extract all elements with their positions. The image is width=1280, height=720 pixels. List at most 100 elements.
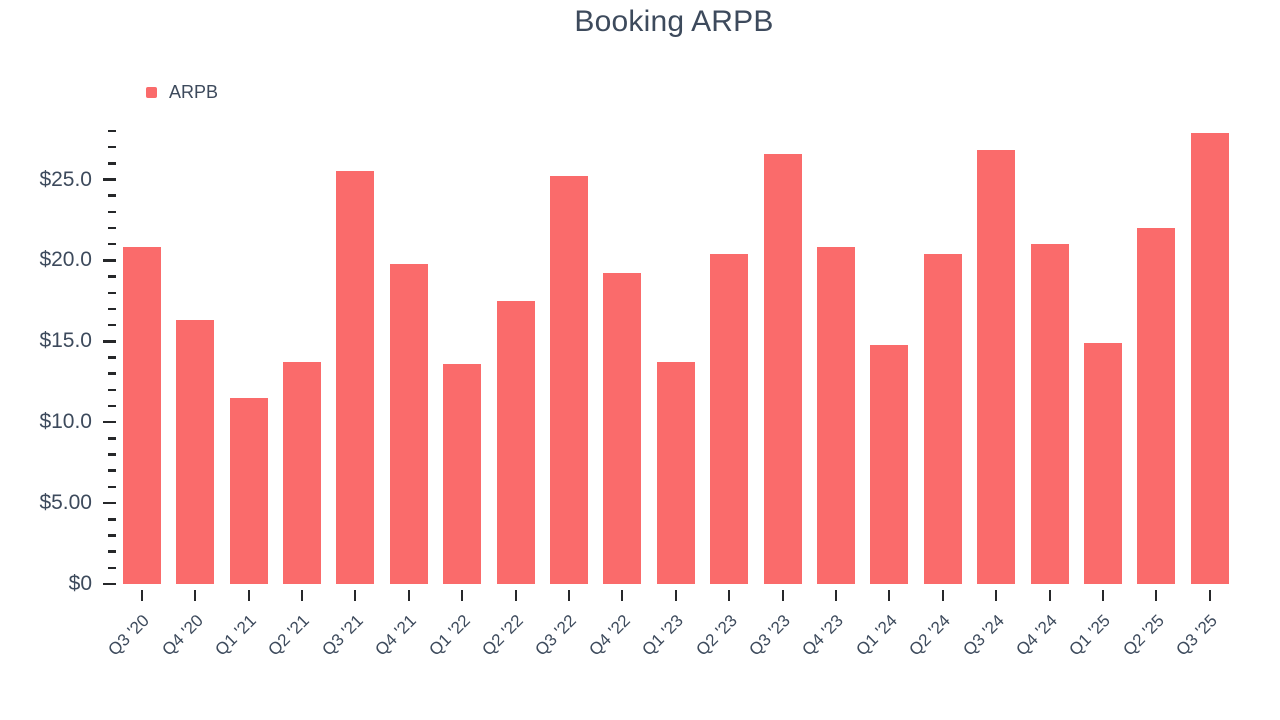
x-axis-tick [941, 590, 944, 601]
x-axis-tick [674, 590, 677, 601]
y-axis-tick-minor [108, 194, 116, 197]
x-axis-label: Q2 '25 [1119, 610, 1168, 660]
chart-title: Booking ARPB [574, 5, 774, 38]
x-axis-label: Q3 '20 [104, 610, 154, 660]
bar [710, 253, 749, 584]
bar [816, 247, 855, 584]
y-axis-tick-minor [108, 275, 116, 278]
x-axis-tick [461, 590, 464, 601]
x-axis-tick [995, 590, 998, 601]
y-axis-tick-minor [108, 372, 116, 375]
y-axis-tick-minor [108, 226, 116, 230]
x-axis-label: Q2 '21 [264, 610, 314, 660]
x-axis-tick [300, 590, 303, 601]
bar [1030, 244, 1069, 584]
y-axis-label: $20.0 [39, 248, 92, 272]
x-axis-label: Q3 '23 [745, 610, 794, 660]
y-axis-tick-minor [108, 210, 116, 214]
x-axis-label: Q3 '25 [1172, 610, 1222, 660]
bar [1083, 342, 1122, 584]
bar [977, 150, 1016, 584]
x-axis-label: Q4 '23 [798, 610, 848, 660]
bar [870, 344, 909, 584]
bar [1137, 228, 1176, 584]
x-axis-label: Q4 '20 [157, 610, 207, 660]
x-axis-tick [194, 590, 197, 601]
y-axis-tick-minor [108, 162, 116, 165]
y-axis-tick-major [102, 582, 116, 586]
bar [549, 176, 588, 584]
y-axis-tick-major [102, 178, 116, 181]
x-axis-tick [354, 590, 357, 601]
y-axis-tick-minor [108, 388, 116, 392]
y-axis-tick-minor [108, 356, 116, 359]
y-axis-tick-major [102, 501, 116, 505]
bar [176, 320, 215, 584]
y-axis-tick-minor [108, 469, 116, 472]
bar [603, 273, 642, 584]
y-axis-tick-major [102, 259, 116, 262]
y-axis-tick-minor [108, 145, 116, 149]
y-axis-label: $10.0 [39, 410, 92, 434]
x-axis-tick [1208, 590, 1211, 601]
y-axis-tick-minor [108, 485, 116, 489]
x-axis-label: Q2 '24 [905, 610, 955, 660]
y-axis-tick-minor [108, 566, 116, 570]
y-axis-tick-minor [108, 242, 116, 246]
x-axis-tick [888, 590, 891, 601]
x-axis-label: Q3 '21 [318, 610, 367, 660]
x-axis-tick [140, 590, 143, 601]
y-axis-tick-major [102, 420, 116, 424]
x-axis-tick [1101, 590, 1104, 601]
bar [443, 363, 482, 584]
x-axis-label: Q1 '22 [424, 610, 474, 660]
x-axis-tick [1155, 590, 1158, 601]
x-axis-label: Q4 '21 [371, 610, 421, 660]
x-axis-label: Q1 '25 [1065, 610, 1115, 660]
bar [656, 362, 695, 584]
x-axis-label: Q1 '21 [211, 610, 260, 660]
y-axis-tick-minor [108, 291, 116, 294]
x-axis-label: Q3 '24 [958, 610, 1008, 660]
y-axis-label: $5.00 [39, 491, 92, 515]
legend-label: ARPB [169, 82, 219, 102]
bar [122, 247, 161, 584]
x-axis-tick [514, 590, 517, 601]
legend-item-arpb[interactable]: ARPB [146, 82, 218, 103]
y-axis-label: $0 [68, 572, 92, 595]
legend-marker-icon [146, 87, 157, 98]
x-axis-tick [407, 590, 410, 601]
y-axis-tick-minor [108, 404, 116, 408]
y-axis-tick-minor [108, 518, 116, 521]
y-axis-tick-minor [108, 453, 116, 456]
bar [1190, 132, 1229, 584]
x-axis-tick [834, 590, 837, 601]
x-axis-tick [567, 590, 570, 601]
x-axis-label: Q2 '23 [691, 610, 741, 660]
y-axis-tick-minor [108, 550, 116, 553]
x-axis-label: Q3 '22 [531, 610, 581, 660]
legend: ARPB [146, 82, 218, 103]
bar [229, 397, 268, 584]
bar [336, 171, 375, 584]
y-axis-label: $25.0 [39, 167, 92, 191]
x-axis-label: Q1 '23 [638, 610, 688, 660]
y-axis-tick-minor [108, 129, 116, 133]
bar [496, 300, 535, 584]
y-axis-tick-minor [108, 323, 116, 327]
x-axis-label: Q4 '24 [1012, 610, 1061, 660]
y-axis-tick-minor [108, 307, 116, 311]
x-axis-tick [728, 590, 731, 601]
x-axis-tick [781, 590, 784, 601]
y-axis-label: $15.0 [39, 329, 92, 353]
x-axis-label: Q4 '22 [585, 610, 634, 660]
bar [282, 362, 321, 584]
bar [389, 263, 428, 584]
x-axis-tick [1048, 590, 1051, 601]
y-axis-tick-major [102, 340, 116, 343]
y-axis-tick-minor [108, 534, 116, 537]
bar [923, 253, 962, 584]
x-axis-tick [247, 590, 250, 601]
y-axis-tick-minor [108, 437, 116, 440]
